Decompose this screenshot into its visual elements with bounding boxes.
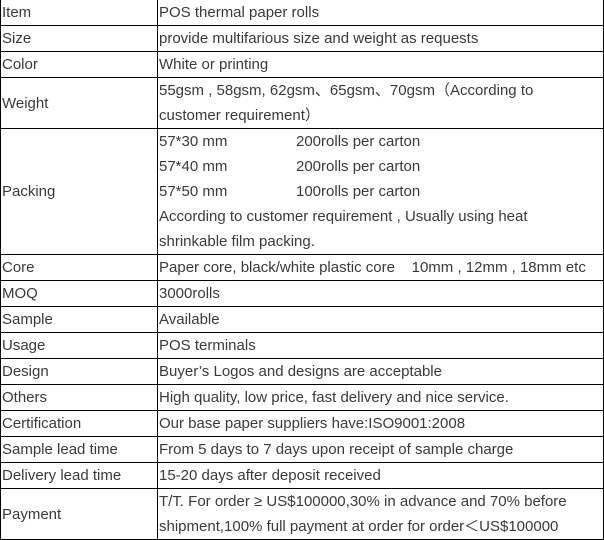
value-line: shipment,100% full payment at order for …	[159, 518, 559, 535]
table-row-sample-lead-time: Sample lead time From 5 days to 7 days u…	[0, 436, 604, 463]
table-row-item: Item POS thermal paper rolls	[0, 0, 604, 26]
row-value: 55gsm , 58gsm, 62gsm、65gsm、70gsm（Accordi…	[157, 77, 604, 129]
packing-size: 57*30 mm	[159, 133, 228, 150]
row-value: Our base paper suppliers have:ISO9001:20…	[157, 410, 604, 437]
table-row-weight: Weight 55gsm , 58gsm, 62gsm、65gsm、70gsm（…	[0, 77, 604, 129]
row-value: POS terminals	[157, 332, 604, 359]
table-row-moq: MOQ 3000rolls	[0, 280, 604, 307]
row-value: Paper core, black/white plastic core 10m…	[157, 254, 604, 281]
row-label: Size	[0, 25, 158, 52]
table-row-payment: Payment T/T. For order ≥ US$100000,30% i…	[0, 488, 604, 540]
row-label: Certification	[0, 410, 158, 437]
row-label: MOQ	[0, 280, 158, 307]
row-value: Available	[157, 306, 604, 333]
table-row-packing: Packing 57*30 mm 200rolls per carton 57*4…	[0, 128, 604, 255]
table-row-usage: Usage POS terminals	[0, 332, 604, 359]
row-value: T/T. For order ≥ US$100000,30% in advanc…	[157, 488, 604, 540]
value-line: T/T. For order ≥ US$100000,30% in advanc…	[159, 493, 567, 510]
row-label: Others	[0, 384, 158, 411]
row-value: High quality, low price, fast delivery a…	[157, 384, 604, 411]
packing-qty: 200rolls per carton	[296, 158, 421, 175]
table-row-design: Design Buyer’s Logos and designs are acc…	[0, 358, 604, 385]
packing-qty: 100rolls per carton	[296, 183, 421, 200]
packing-line: 57*30 mm 200rolls per carton	[159, 130, 603, 155]
row-value: 15-20 days after deposit received	[157, 462, 604, 489]
row-label: Usage	[0, 332, 158, 359]
table-row-sample: Sample Available	[0, 306, 604, 333]
table-row-others: Others High quality, low price, fast del…	[0, 384, 604, 411]
value-line: customer requirement）	[159, 107, 320, 124]
row-label: Color	[0, 51, 158, 78]
row-value: White or printing	[157, 51, 604, 78]
table-row-delivery-lead-time: Delivery lead time 15-20 days after depo…	[0, 462, 604, 489]
row-label: Core	[0, 254, 158, 281]
value-line: 55gsm , 58gsm, 62gsm、65gsm、70gsm（Accordi…	[159, 82, 534, 99]
row-label: Design	[0, 358, 158, 385]
row-label: Sample lead time	[0, 436, 158, 463]
table-row-certification: Certification Our base paper suppliers h…	[0, 410, 604, 437]
row-value: From 5 days to 7 days upon receipt of sa…	[157, 436, 604, 463]
table-row-color: Color White or printing	[0, 51, 604, 78]
row-value: provide multifarious size and weight as …	[157, 25, 604, 52]
packing-qty: 200rolls per carton	[296, 133, 421, 150]
row-label: Delivery lead time	[0, 462, 158, 489]
packing-line: 57*40 mm 200rolls per carton	[159, 154, 603, 179]
row-label: Weight	[0, 77, 158, 129]
row-label: Payment	[0, 488, 158, 540]
value-line: shrinkable film packing.	[159, 233, 315, 250]
value-line: According to customer requirement , Usua…	[159, 208, 528, 225]
row-value: Buyer’s Logos and designs are acceptable	[157, 358, 604, 385]
packing-size: 57*40 mm	[159, 158, 228, 175]
table-row-size: Size provide multifarious size and weigh…	[0, 25, 604, 52]
row-label: Item	[0, 0, 158, 26]
row-value: 3000rolls	[157, 280, 604, 307]
packing-line: 57*50 mm 100rolls per carton	[159, 179, 603, 204]
row-value: 57*30 mm 200rolls per carton 57*40 mm 200r…	[157, 128, 604, 255]
row-label: Sample	[0, 306, 158, 333]
row-label: Packing	[0, 128, 158, 255]
row-value: POS thermal paper rolls	[157, 0, 604, 26]
packing-size: 57*50 mm	[159, 183, 228, 200]
table-row-core: Core Paper core, black/white plastic cor…	[0, 254, 604, 281]
